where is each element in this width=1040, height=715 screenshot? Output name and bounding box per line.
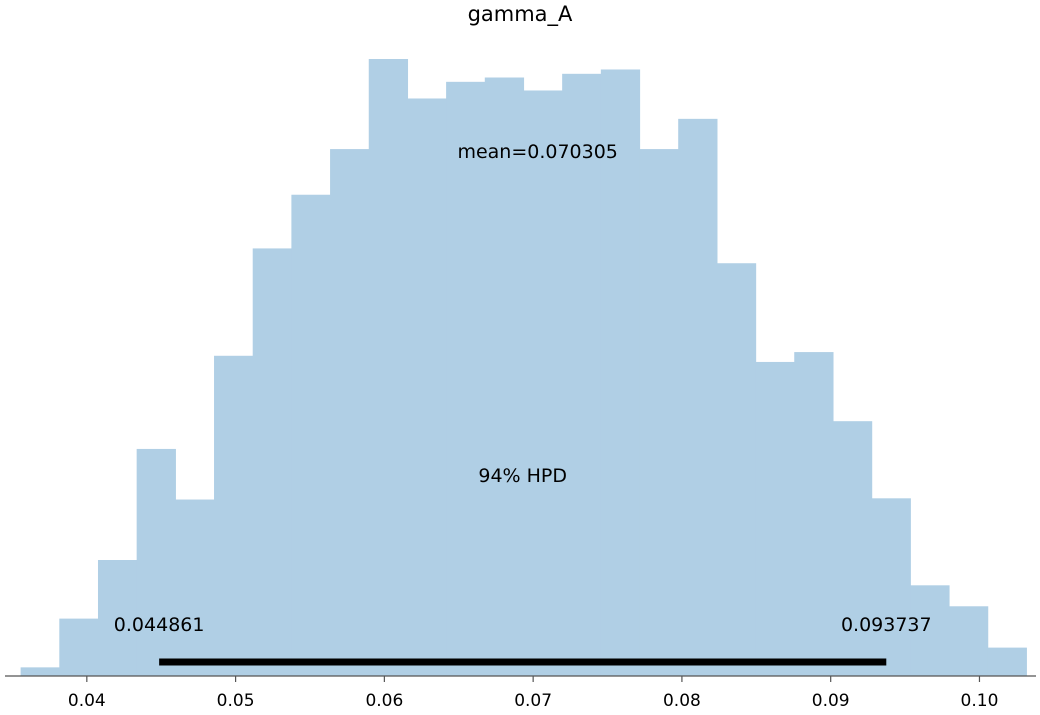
histogram-bar bbox=[562, 73, 602, 677]
histogram-bar bbox=[59, 618, 99, 676]
histogram-bar bbox=[368, 59, 409, 676]
histogram-bar bbox=[97, 560, 138, 676]
x-tick-label: 0.06 bbox=[365, 691, 403, 711]
histogram-bar bbox=[291, 194, 331, 677]
histogram-bar bbox=[755, 361, 795, 676]
hpd-high-label: 0.093737 bbox=[841, 614, 932, 636]
x-tick-label: 0.09 bbox=[812, 691, 850, 711]
histogram-bar bbox=[252, 248, 292, 676]
histogram-bar bbox=[987, 647, 1027, 676]
chart-title: gamma_A bbox=[468, 2, 573, 27]
histogram-bar bbox=[716, 263, 757, 676]
histogram-bar bbox=[832, 421, 873, 676]
histogram-bar bbox=[600, 69, 641, 676]
histogram-bar bbox=[136, 448, 176, 676]
histogram-bar bbox=[910, 585, 950, 676]
x-tick-label: 0.07 bbox=[514, 691, 552, 711]
hpd-low-label: 0.044861 bbox=[114, 614, 205, 636]
x-tick-label: 0.04 bbox=[68, 691, 106, 711]
histogram-bar bbox=[484, 77, 525, 676]
histogram-bar bbox=[330, 149, 370, 676]
histogram-bar bbox=[407, 98, 447, 677]
histogram-bar bbox=[175, 499, 215, 676]
histogram-bar bbox=[446, 81, 486, 677]
histogram-bar bbox=[678, 118, 718, 676]
histogram-bar bbox=[871, 498, 911, 676]
histogram-bar bbox=[20, 667, 60, 676]
histogram-bar bbox=[523, 90, 563, 677]
x-tick-label: 0.05 bbox=[217, 691, 255, 711]
histogram-bar bbox=[794, 352, 834, 676]
histogram-bars bbox=[20, 59, 1027, 677]
hpd-label: 94% HPD bbox=[478, 465, 567, 487]
mean-label: mean=0.070305 bbox=[457, 141, 617, 163]
histogram-bar bbox=[214, 355, 254, 676]
x-axis-ticks: 0.04 0.05 0.06 0.07 0.08 0.09 0.10 bbox=[68, 676, 999, 711]
x-tick-label: 0.10 bbox=[961, 691, 999, 711]
histogram-bar bbox=[948, 606, 989, 676]
x-tick-label: 0.08 bbox=[663, 691, 701, 711]
histogram-bar bbox=[639, 149, 679, 676]
